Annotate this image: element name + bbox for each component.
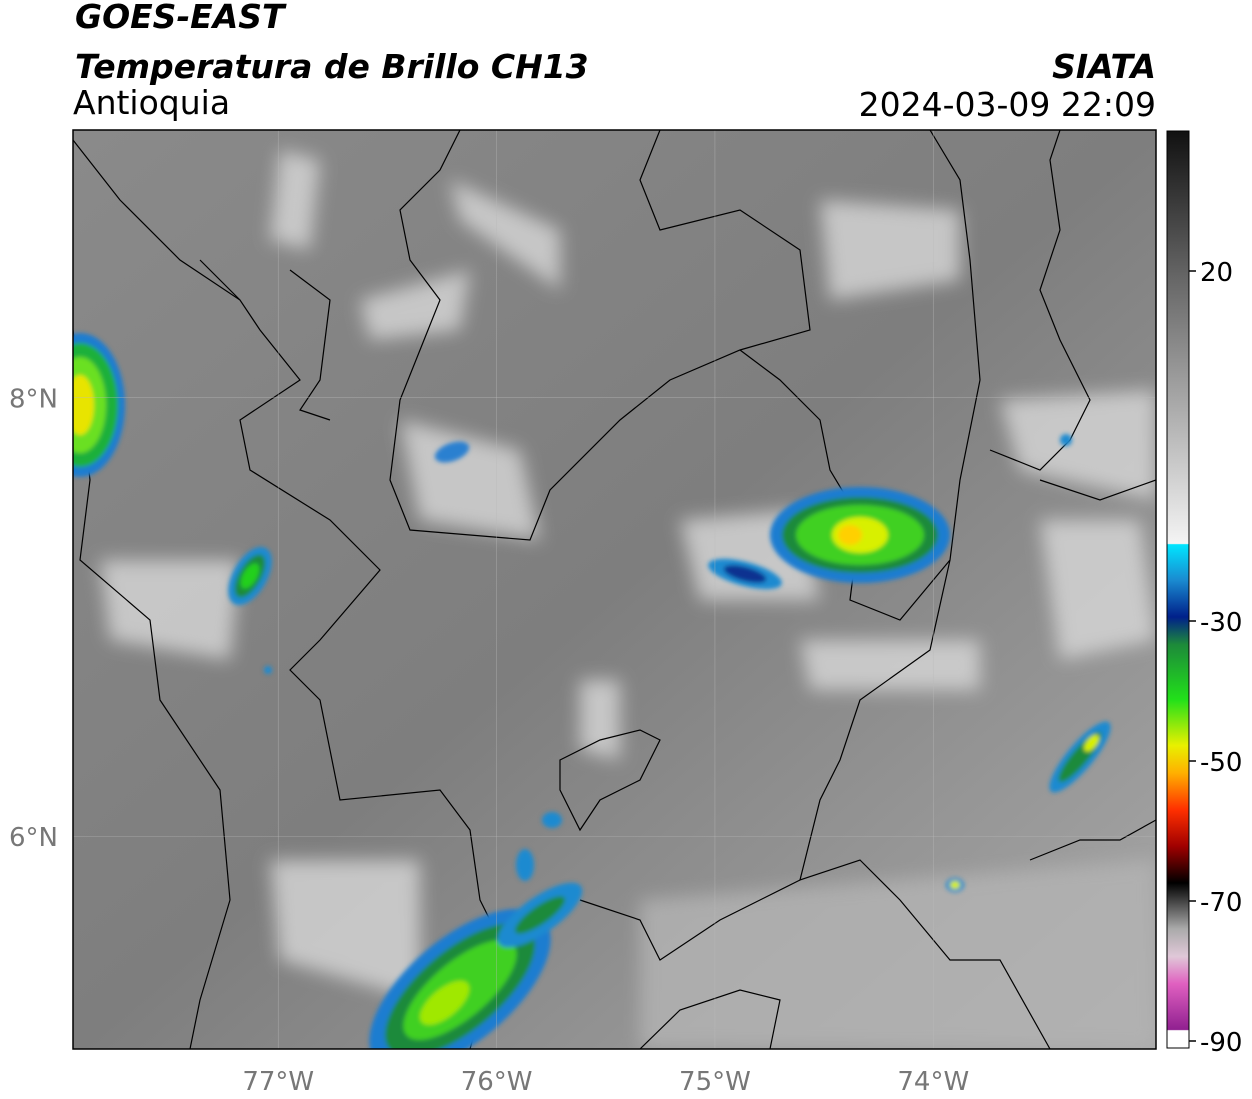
source: SIATA: [1052, 47, 1156, 86]
colorbar-tick-label: -30: [1200, 608, 1242, 638]
subtitle: Temperatura de Brillo CH13: [75, 47, 589, 86]
lat-tick-label: 8°N: [9, 385, 58, 415]
colorbar-tick-label: -50: [1200, 748, 1242, 778]
satellite-image: [73, 130, 1156, 1049]
colorbar: [1166, 130, 1190, 1049]
region: Antioquia: [73, 83, 230, 122]
title: GOES-EAST: [75, 0, 287, 36]
colorbar-tick-label: 20: [1200, 258, 1233, 288]
colorbar-tick-label: -70: [1200, 888, 1242, 918]
borders: [73, 130, 1156, 1049]
lon-tick-label: 77°W: [242, 1067, 314, 1097]
colorbar-tick-label: -90: [1200, 1028, 1242, 1058]
map-frame: [72, 129, 1157, 1050]
lon-tick-label: 76°W: [461, 1067, 533, 1097]
cold-cloud-tops: [73, 333, 1111, 1049]
lat-tick-label: 6°N: [9, 823, 58, 853]
lon-tick-label: 75°W: [679, 1067, 751, 1097]
graticule: [73, 130, 1156, 1049]
lon-tick-label: 74°W: [897, 1067, 969, 1097]
datetime: 2024-03-09 22:09: [859, 85, 1156, 124]
